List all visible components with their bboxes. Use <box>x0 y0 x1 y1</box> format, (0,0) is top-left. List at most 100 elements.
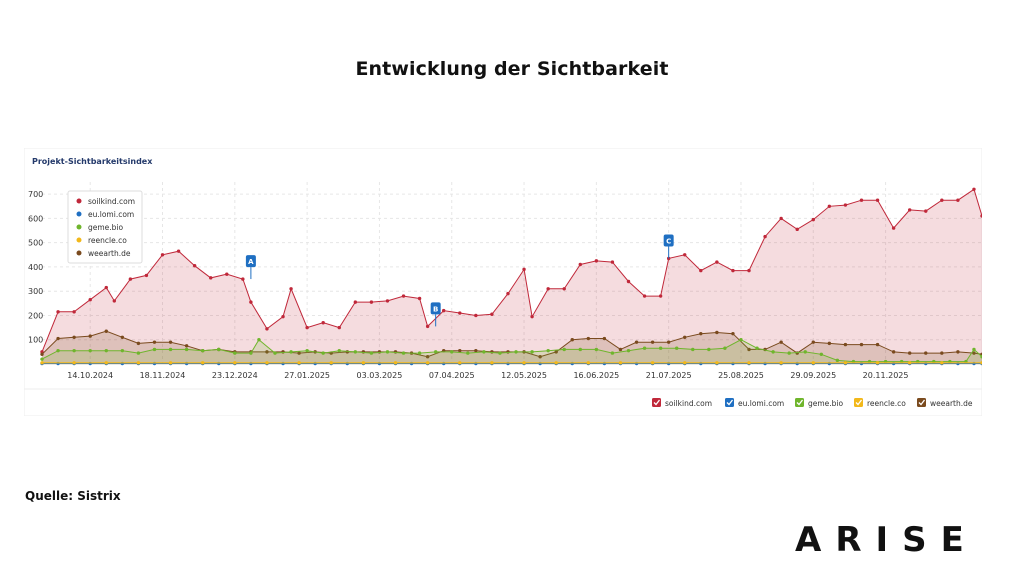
data-point-soilkind <box>642 294 647 298</box>
data-point-weearth <box>40 352 44 356</box>
x-tick-label: 21.07.2025 <box>646 371 692 380</box>
data-point-geme <box>562 347 566 352</box>
legend-label-geme: geme.bio <box>88 223 124 232</box>
data-point-geme <box>56 348 60 353</box>
data-point-reencle <box>393 361 398 365</box>
legend-dot-geme <box>76 224 82 230</box>
data-point-weearth <box>474 348 478 353</box>
data-point-soilkind <box>546 287 550 291</box>
x-tick-label: 20.11.2025 <box>863 371 909 380</box>
data-point-soilkind <box>626 279 631 284</box>
data-point-weearth <box>747 347 751 352</box>
data-point-weearth <box>907 351 912 355</box>
data-point-reencle <box>747 361 751 365</box>
data-point-weearth <box>650 340 655 344</box>
data-point-geme <box>200 348 205 353</box>
data-point-soilkind <box>353 300 358 304</box>
data-point-soilkind <box>442 308 446 313</box>
data-point-geme <box>152 347 157 352</box>
data-point-reencle <box>618 361 623 365</box>
data-point-soilkind <box>458 311 462 315</box>
source-note: Quelle: Sistrix <box>25 489 121 503</box>
x-tick-label: 12.05.2025 <box>501 371 547 380</box>
data-point-geme <box>819 352 824 356</box>
y-tick-label: 600 <box>28 214 43 223</box>
data-point-weearth <box>570 338 574 342</box>
data-point-soilkind <box>699 268 703 273</box>
data-point-soilkind <box>337 325 341 330</box>
data-point-reencle <box>265 361 269 365</box>
bottom-legend-label-eulomi: eu.lomi.com <box>738 399 784 408</box>
data-point-soilkind <box>506 291 510 296</box>
x-tick-label: 23.12.2024 <box>212 371 258 380</box>
data-point-reencle <box>458 361 462 365</box>
data-point-geme <box>578 347 582 352</box>
data-point-soilkind <box>731 268 735 273</box>
y-tick-label: 500 <box>28 239 43 248</box>
data-point-soilkind <box>956 198 960 202</box>
data-point-soilkind <box>160 253 165 257</box>
data-point-reencle <box>104 361 108 365</box>
data-point-soilkind <box>321 321 325 325</box>
data-point-soilkind <box>209 276 213 280</box>
data-point-geme <box>771 350 775 354</box>
data-point-geme <box>369 351 374 355</box>
chart-svg: Projekt-Sichtbarkeitsindex 100 200 300 400 50… <box>23 147 984 417</box>
inset-legend-box <box>67 190 143 264</box>
data-point-reencle <box>940 361 944 365</box>
data-point-soilkind <box>128 277 133 281</box>
data-point-geme <box>482 350 486 354</box>
data-point-soilkind <box>474 313 478 318</box>
data-point-geme <box>72 348 76 353</box>
data-point-soilkind <box>144 273 149 278</box>
check-icon <box>855 399 863 406</box>
x-tick-label: 25.08.2025 <box>718 371 764 380</box>
data-point-weearth <box>891 350 896 354</box>
data-point-soilkind <box>192 264 197 268</box>
data-point-weearth <box>731 331 735 336</box>
visibility-chart: Projekt-Sichtbarkeitsindex 100 200 300 400 50… <box>23 147 984 417</box>
data-point-geme <box>514 350 518 354</box>
data-point-weearth <box>827 341 832 346</box>
check-icon <box>796 399 804 406</box>
data-point-weearth <box>875 342 880 347</box>
data-point-geme <box>972 347 976 352</box>
annotation-marker <box>430 302 441 315</box>
check-icon <box>726 399 734 406</box>
data-point-weearth <box>618 347 623 352</box>
data-point-geme <box>289 350 293 354</box>
data-point-weearth <box>940 351 944 355</box>
data-point-reencle <box>72 361 76 365</box>
data-point-reencle <box>329 361 333 365</box>
annotation-marker <box>245 255 256 268</box>
bottom-legend-label-weearth: weearth.de <box>930 399 973 408</box>
data-point-weearth <box>458 348 462 353</box>
data-point-weearth <box>972 351 976 355</box>
legend-label-soilkind: soilkind.com <box>88 197 135 206</box>
data-point-geme <box>249 351 253 355</box>
data-point-reencle <box>425 361 430 365</box>
data-point-weearth <box>152 340 157 344</box>
data-point-geme <box>626 348 631 353</box>
data-point-geme <box>707 347 711 352</box>
data-point-geme <box>40 357 44 361</box>
data-point-geme <box>530 350 534 354</box>
data-point-weearth <box>811 340 815 344</box>
data-point-geme <box>337 348 341 353</box>
data-point-geme <box>184 347 189 352</box>
data-point-soilkind <box>658 294 663 298</box>
data-point-weearth <box>956 350 960 354</box>
data-point-soilkind <box>72 310 76 314</box>
data-point-geme <box>257 338 261 342</box>
data-point-geme <box>739 338 743 342</box>
data-point-soilkind <box>289 287 293 291</box>
data-point-weearth <box>425 355 430 359</box>
data-point-weearth <box>120 335 125 340</box>
y-tick-label: 300 <box>28 287 43 296</box>
data-point-weearth <box>586 336 591 341</box>
data-point-weearth <box>56 336 60 341</box>
data-point-soilkind <box>747 268 751 273</box>
data-point-soilkind <box>562 287 566 291</box>
data-point-geme <box>466 351 470 355</box>
data-point-geme <box>305 348 309 353</box>
